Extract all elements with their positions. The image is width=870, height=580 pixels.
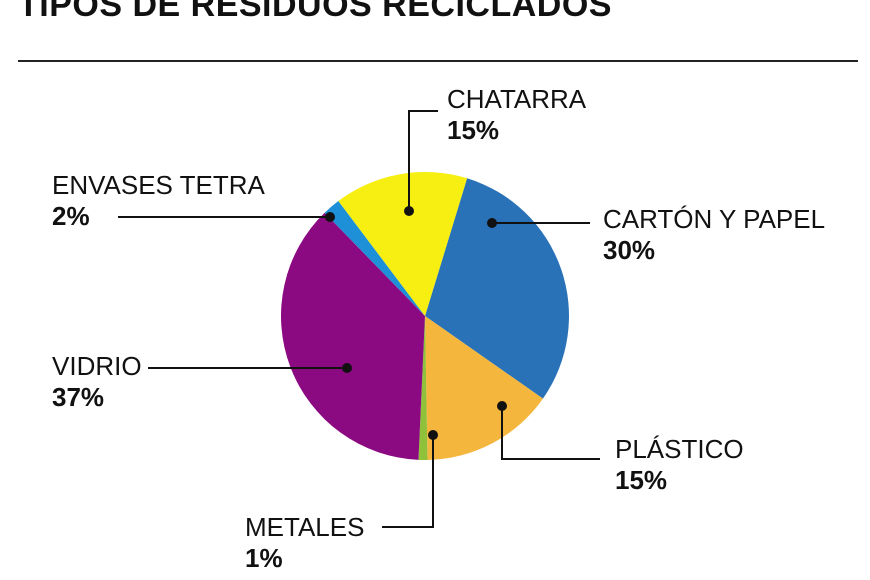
slice-value-chatarra: 15% xyxy=(447,115,499,145)
leader-line-plastico xyxy=(501,406,600,460)
pie-slices xyxy=(280,172,569,460)
slice-value-plastico: 15% xyxy=(615,465,667,495)
slice-value-vidrio: 37% xyxy=(52,382,104,412)
pie-slice-envases-tetra xyxy=(324,200,425,316)
pie-slice-chatarra xyxy=(338,172,468,316)
leader-line-chatarra xyxy=(408,110,438,211)
pie-slice-plastico xyxy=(425,316,543,460)
leader-dot-vidrio xyxy=(342,363,352,373)
slice-label-carton-y-papel: CARTÓN Y PAPEL xyxy=(603,204,825,234)
slice-value-metales: 1% xyxy=(245,543,283,573)
leader-dot-plastico xyxy=(497,401,507,411)
slice-value-envases-tetra: 2% xyxy=(52,201,90,231)
leader-dot-chatarra xyxy=(404,206,414,216)
leader-lines xyxy=(118,110,600,528)
leader-dot-metales xyxy=(428,430,438,440)
slice-label-envases-tetra: ENVASES TETRA xyxy=(52,170,266,200)
slice-value-carton-y-papel: 30% xyxy=(603,235,655,265)
chart-title: TIPOS DE RESIDUOS RECICLADOS xyxy=(18,0,612,24)
leader-dot-envases-tetra xyxy=(325,212,335,222)
leader-line-metales xyxy=(382,435,434,528)
slice-label-vidrio: VIDRIO xyxy=(52,351,142,381)
slice-label-plastico: PLÁSTICO xyxy=(615,434,744,464)
pie-slice-carton-y-papel xyxy=(425,178,569,399)
title-divider xyxy=(18,60,858,62)
slice-labels: CARTÓN Y PAPEL30%PLÁSTICO15%METALES1%VID… xyxy=(52,84,825,573)
pie-slice-metales xyxy=(418,316,428,460)
leader-dot-carton-y-papel xyxy=(487,218,497,228)
slice-label-chatarra: CHATARRA xyxy=(447,84,587,114)
pie-slice-vidrio xyxy=(280,212,425,460)
slice-label-metales: METALES xyxy=(245,512,364,542)
